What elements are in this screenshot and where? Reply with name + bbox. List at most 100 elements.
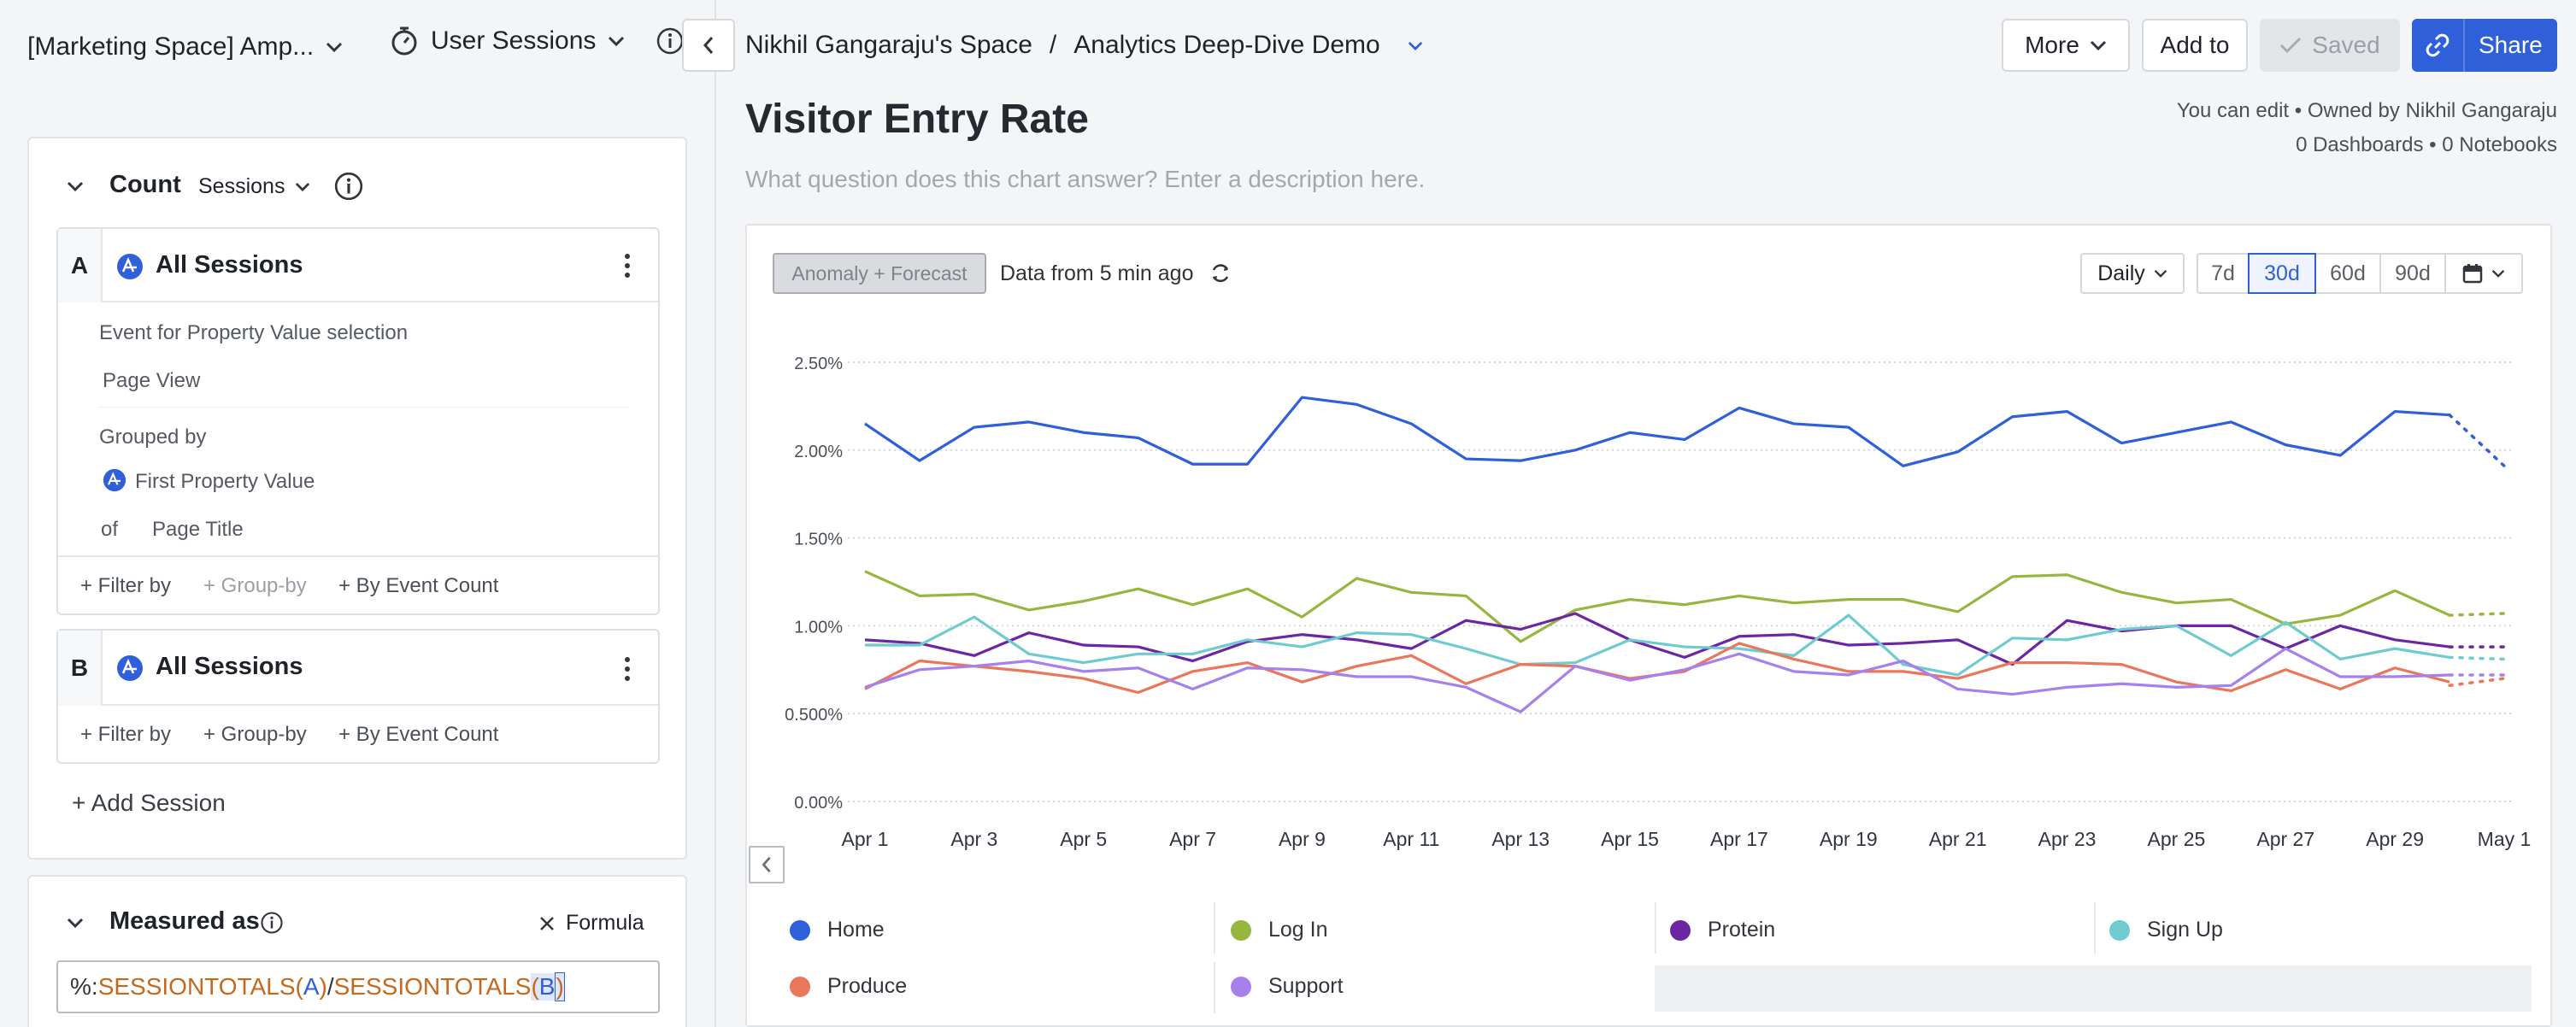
segment-a-name[interactable]: All Sessions <box>156 251 303 279</box>
anomaly-forecast-label: Anomaly + Forecast <box>791 261 967 285</box>
group-by-button[interactable]: + Group-by <box>203 723 307 746</box>
info-icon[interactable] <box>656 26 685 56</box>
y-tick-label: 2.50% <box>794 355 843 373</box>
interval-selector[interactable]: Daily <box>2080 253 2185 294</box>
by-event-count-button[interactable]: + By Event Count <box>338 723 499 746</box>
formula-input[interactable]: %: SESSIONTOTALS ( A ) / SESSIONTOTALS (… <box>56 960 660 1013</box>
add-to-button[interactable]: Add to <box>2142 19 2248 72</box>
formula-open2: ( <box>531 973 539 1001</box>
event-value[interactable]: Page View <box>103 369 201 392</box>
formula-fn2: SESSIONTOTALS <box>333 973 532 1000</box>
x-tick-label: Apr 3 <box>950 828 997 850</box>
chart-description-placeholder[interactable]: What question does this chart answer? En… <box>745 166 1426 192</box>
breadcrumb-report[interactable]: Analytics Deep-Dive Demo <box>1073 31 1380 59</box>
formula-button-label: Formula <box>566 911 644 935</box>
segment-b: B All Sessions + Filter by + Group-by + … <box>56 629 660 764</box>
group-by-button[interactable]: + Group-by <box>203 574 307 597</box>
count-card: Count Sessions A All Sessions Event for … <box>27 137 687 860</box>
range-label: 60d <box>2330 261 2366 285</box>
breadcrumb-space[interactable]: Nikhil Gangaraju's Space <box>745 31 1032 59</box>
x-tick-label: Apr 25 <box>2148 828 2206 850</box>
chart-scroll-left-button[interactable] <box>749 846 785 883</box>
formula-arg2: B <box>538 973 556 1001</box>
share-button[interactable]: Share <box>2412 19 2557 72</box>
chart-type-label: User Sessions <box>431 26 597 55</box>
dashboards-count: 0 Dashboards • 0 Notebooks <box>2296 133 2557 156</box>
chart-card: Anomaly + Forecast Data from 5 min ago D… <box>745 224 2552 1027</box>
y-tick-label: 2.00% <box>794 443 843 461</box>
add-to-button-label: Add to <box>2160 32 2230 58</box>
formula-close2: ) <box>555 972 565 1001</box>
range-7d[interactable]: 7d <box>2197 253 2250 294</box>
series-line-protein <box>864 612 2450 666</box>
project-name: [Marketing Space] Amp... <box>27 32 315 61</box>
x-tick-label: Apr 29 <box>2366 828 2424 850</box>
more-button[interactable]: More <box>2002 19 2130 72</box>
chart-type-selector[interactable]: User Sessions <box>390 26 685 56</box>
saved-button-label: Saved <box>2312 32 2380 58</box>
more-vertical-icon[interactable] <box>624 656 631 682</box>
info-icon[interactable] <box>333 171 364 202</box>
formula-close1: ) <box>319 973 327 1000</box>
link-icon[interactable] <box>2412 19 2465 72</box>
formula-button[interactable]: Formula <box>538 911 644 936</box>
series-line-support <box>864 647 2450 713</box>
line-chart: 0.00% 0.500% 1.00% 1.50% 2.00% 2.50% Apr 1 Apr … <box>785 355 2531 850</box>
formula-prefix: %: <box>70 973 98 1000</box>
date-picker-button[interactable] <box>2444 253 2523 294</box>
close-icon <box>538 915 556 932</box>
collapse-chevron-icon[interactable] <box>67 181 84 191</box>
anomaly-forecast-button[interactable]: Anomaly + Forecast <box>773 253 986 294</box>
formula-open1: ( <box>295 973 303 1000</box>
legend-item-log-in[interactable]: Log In <box>1231 918 1328 942</box>
chevron-down-icon <box>2491 269 2505 278</box>
filter-by-button[interactable]: + Filter by <box>80 574 172 597</box>
event-heading: Event for Property Value selection <box>99 321 409 344</box>
chart-title[interactable]: Visitor Entry Rate <box>745 97 1089 142</box>
x-tick-label: Apr 19 <box>1820 828 1878 850</box>
legend-swatch <box>2109 919 2130 941</box>
legend-item-sign-up[interactable]: Sign Up <box>2109 918 2223 942</box>
segment-b-name[interactable]: All Sessions <box>156 653 303 680</box>
legend-item-protein[interactable]: Protein <box>1670 918 1775 942</box>
x-tick-label: Apr 11 <box>1383 828 1439 850</box>
y-tick-label: 0.500% <box>785 706 843 725</box>
legend-divider <box>2094 902 2096 954</box>
series-line-log-in <box>864 570 2450 643</box>
x-tick-label: Apr 7 <box>1169 828 1216 850</box>
chevron-down-icon <box>326 42 343 52</box>
chevron-down-icon[interactable] <box>1408 41 1423 50</box>
segment-a: A All Sessions Event for Property Value … <box>56 227 660 615</box>
breadcrumb-separator: / <box>1049 31 1057 59</box>
refresh-icon[interactable] <box>1209 261 1232 285</box>
legend-item-support[interactable]: Support <box>1231 974 1344 999</box>
count-unit-selector[interactable]: Sessions <box>198 174 310 199</box>
group-property[interactable]: First Property Value <box>135 470 315 493</box>
forecast-line-home <box>2448 413 2506 468</box>
by-event-count-button[interactable]: + By Event Count <box>338 574 499 597</box>
of-value[interactable]: Page Title <box>152 518 244 541</box>
filter-by-button[interactable]: + Filter by <box>80 723 172 746</box>
collapse-panel-button[interactable] <box>682 19 735 72</box>
project-selector[interactable]: [Marketing Space] Amp... <box>27 32 343 62</box>
segment-a-footer: + Filter by + Group-by + By Event Count <box>58 555 658 613</box>
legend-item-produce[interactable]: Produce <box>790 974 907 999</box>
add-session-button[interactable]: + Add Session <box>72 789 226 816</box>
legend-divider <box>1655 902 1656 954</box>
x-tick-label: Apr 13 <box>1491 828 1550 850</box>
chevron-down-icon <box>2090 40 2107 50</box>
more-vertical-icon[interactable] <box>624 253 631 279</box>
collapse-chevron-icon[interactable] <box>67 918 84 928</box>
legend-item-home[interactable]: Home <box>790 918 885 942</box>
range-90d[interactable]: 90d <box>2379 253 2446 294</box>
legend-swatch <box>1670 919 1691 941</box>
series-line-sign-up <box>865 613 2450 677</box>
share-button-label: Share <box>2479 32 2543 58</box>
range-30d[interactable]: 30d <box>2248 253 2316 294</box>
more-button-label: More <box>2025 32 2079 58</box>
info-icon[interactable] <box>260 911 284 935</box>
range-60d[interactable]: 60d <box>2314 253 2381 294</box>
x-tick-label: Apr 23 <box>2038 828 2097 850</box>
y-tick-label: 0.00% <box>794 794 843 813</box>
count-title: Count <box>109 171 181 198</box>
